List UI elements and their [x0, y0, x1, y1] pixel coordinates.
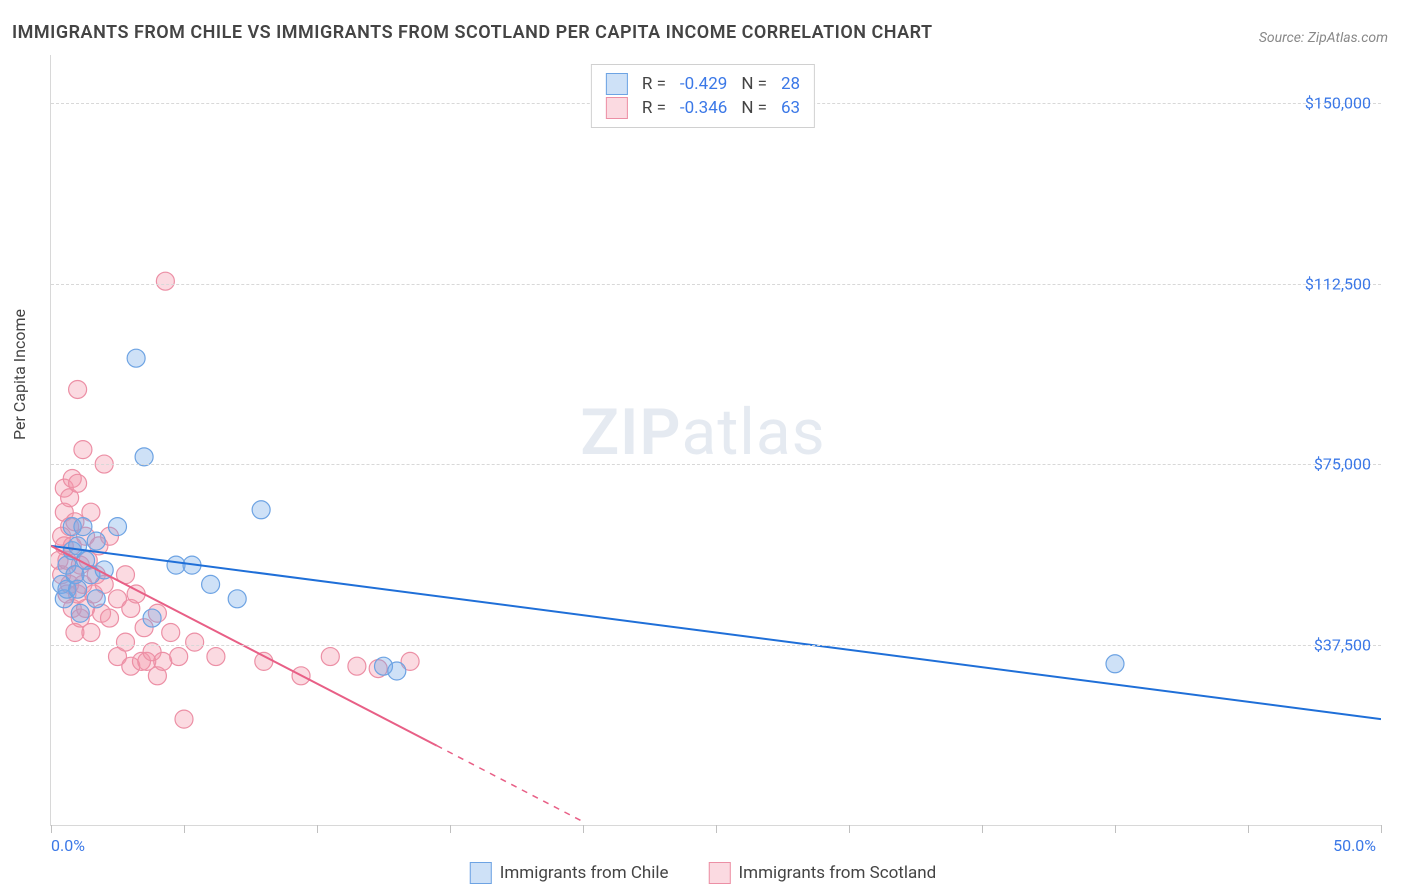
scatter-point: [127, 349, 145, 367]
scatter-point: [348, 657, 366, 675]
scatter-point: [74, 518, 92, 536]
scatter-point: [116, 633, 134, 651]
scatter-point: [1106, 655, 1124, 673]
trend-line: [51, 546, 1381, 719]
scatter-point: [87, 590, 105, 608]
x-tick: [450, 825, 451, 833]
legend-series-pink: Immigrants from Scotland: [709, 862, 937, 884]
scatter-point: [69, 474, 87, 492]
scatter-point: [207, 648, 225, 666]
chart-title: IMMIGRANTS FROM CHILE VS IMMIGRANTS FROM…: [12, 22, 933, 43]
scatter-point: [82, 624, 100, 642]
scatter-point: [87, 532, 105, 550]
legend-stats-row-pink: R = -0.346 N = 63: [606, 97, 800, 119]
scatter-point: [74, 441, 92, 459]
chart-container: IMMIGRANTS FROM CHILE VS IMMIGRANTS FROM…: [0, 0, 1406, 892]
scatter-point: [154, 652, 172, 670]
gridline: [51, 464, 1381, 465]
y-tick-label: $112,500: [1305, 274, 1371, 293]
scatter-point: [388, 662, 406, 680]
scatter-point: [167, 556, 185, 574]
x-tick: [583, 825, 584, 833]
legend-pink-label: Immigrants from Scotland: [739, 863, 937, 883]
swatch-blue-icon: [606, 73, 628, 95]
legend-n-label: N =: [741, 74, 767, 94]
scatter-point: [69, 580, 87, 598]
scatter-point: [186, 633, 204, 651]
legend-pink-r: -0.346: [680, 98, 727, 118]
plot-area: $37,500$75,000$112,500$150,0000.0%50.0%: [50, 55, 1381, 826]
x-tick: [982, 825, 983, 833]
legend-blue-label: Immigrants from Chile: [500, 863, 669, 883]
scatter-svg: [51, 55, 1381, 825]
legend-n-label: N =: [741, 98, 767, 118]
scatter-point: [101, 609, 119, 627]
scatter-point: [170, 648, 188, 666]
x-tick: [1381, 825, 1382, 833]
scatter-point: [109, 518, 127, 536]
y-axis-label: Per Capita Income: [10, 309, 29, 440]
swatch-pink-icon: [709, 862, 731, 884]
legend-r-label: R =: [642, 98, 666, 118]
x-tick: [51, 825, 52, 833]
scatter-point: [321, 648, 339, 666]
legend-series: Immigrants from Chile Immigrants from Sc…: [470, 862, 936, 884]
x-tick: [1248, 825, 1249, 833]
x-tick: [716, 825, 717, 833]
scatter-point: [143, 609, 161, 627]
swatch-pink-icon: [606, 97, 628, 119]
x-tick: [184, 825, 185, 833]
legend-pink-n: 63: [781, 98, 800, 118]
x-tick: [1115, 825, 1116, 833]
gridline: [51, 284, 1381, 285]
scatter-point: [162, 624, 180, 642]
scatter-point: [252, 501, 270, 519]
legend-stats: R = -0.429 N = 28 R = -0.346 N = 63: [591, 64, 815, 128]
chart-source: Source: ZipAtlas.com: [1259, 30, 1388, 46]
y-tick-label: $150,000: [1305, 94, 1371, 113]
trend-line: [437, 746, 583, 822]
scatter-point: [69, 380, 87, 398]
x-tick: [317, 825, 318, 833]
swatch-blue-icon: [470, 862, 492, 884]
scatter-point: [156, 272, 174, 290]
x-tick: [849, 825, 850, 833]
x-tick-label: 0.0%: [51, 836, 85, 855]
legend-series-blue: Immigrants from Chile: [470, 862, 669, 884]
legend-blue-r: -0.429: [680, 74, 727, 94]
legend-stats-row-blue: R = -0.429 N = 28: [606, 73, 800, 95]
gridline: [51, 645, 1381, 646]
scatter-point: [71, 604, 89, 622]
trend-line: [51, 546, 437, 746]
legend-r-label: R =: [642, 74, 666, 94]
x-tick-label: 50.0%: [1333, 836, 1376, 855]
scatter-point: [202, 575, 220, 593]
legend-blue-n: 28: [781, 74, 800, 94]
scatter-point: [175, 710, 193, 728]
y-tick-label: $37,500: [1314, 635, 1371, 654]
y-tick-label: $75,000: [1314, 455, 1371, 474]
scatter-point: [228, 590, 246, 608]
